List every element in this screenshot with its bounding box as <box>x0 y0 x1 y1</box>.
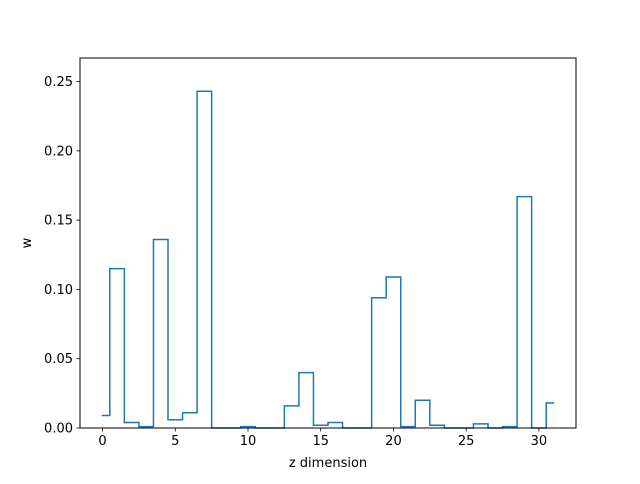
x-tick-label: 0 <box>98 434 106 449</box>
x-axis-label: z dimension <box>289 456 367 471</box>
plot-frame <box>79 57 577 429</box>
x-tick-label: 5 <box>171 434 179 449</box>
y-axis-label: w <box>20 237 35 248</box>
x-tick-label: 10 <box>240 434 257 449</box>
plot-area <box>80 58 576 428</box>
series-layer <box>101 90 555 429</box>
x-tick-label: 20 <box>385 434 402 449</box>
axes-layer: 0 5 10 15 20 25 30 0.00 0.05 0.10 0.15 0.20 0.25 <box>44 75 547 449</box>
x-tick-label: 15 <box>312 434 329 449</box>
x-tick-label: 25 <box>458 434 475 449</box>
y-tick-label: 0.25 <box>44 75 73 90</box>
y-tick-label: 0.10 <box>44 283 73 298</box>
series-line-0 <box>101 90 555 429</box>
y-tick-label: 0.05 <box>44 352 73 367</box>
y-tick-label: 0.00 <box>44 422 73 437</box>
y-tick-label: 0.20 <box>44 144 73 159</box>
x-tick-label: 30 <box>531 434 548 449</box>
y-tick-label: 0.15 <box>44 214 73 229</box>
